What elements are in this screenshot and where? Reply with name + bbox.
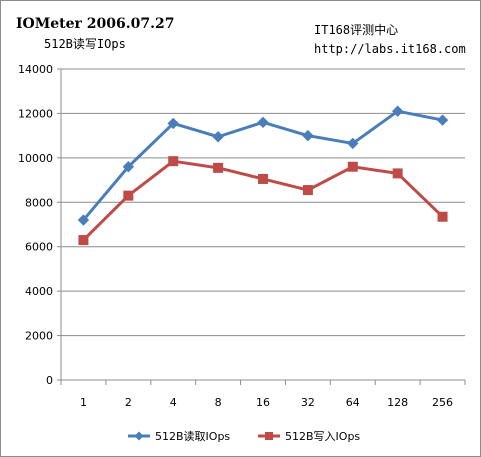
x-tick-label: 8 [215,396,222,409]
data-point [302,129,314,142]
data-point [257,116,269,129]
legend-label: 512B写入IOps [285,430,360,443]
series-line [81,159,445,242]
legend-marker [265,432,273,440]
data-point [77,214,90,226]
data-point [213,162,224,173]
data-point [437,211,448,222]
x-tick-label: 1 [80,396,87,409]
x-tick-labels: 1 2 4 8 16 32 64 128 256 [80,396,453,409]
series-layer [77,105,449,246]
x-tick-label: 16 [256,396,270,409]
x-tick-label: 32 [301,396,315,409]
x-tick-label: 4 [170,396,177,409]
chart-subtitle: 512B读写IOps [44,37,126,51]
y-tick-label: 14000 [18,63,53,76]
x-tick-label: 64 [346,396,360,409]
axes [57,68,466,385]
y-tick-label: 2000 [25,330,53,343]
data-point [347,137,359,150]
x-tick-label: 128 [387,396,408,409]
annotation-url: http://labs.it168.com [314,42,466,56]
annotation-org: IT168评测中心 [314,22,398,37]
legend-marker [134,431,144,441]
x-tick-label: 2 [125,396,132,409]
data-point [347,161,358,172]
data-point [392,168,403,179]
x-tick-label: 256 [432,396,453,409]
y-tick-label: 10000 [18,152,53,165]
data-point [391,105,404,117]
data-point [78,235,89,246]
data-point [168,156,179,167]
data-point [258,173,268,184]
y-tick-label: 12000 [18,107,53,120]
chart-title: IOMeter 2006.07.27 [16,16,174,32]
y-tick-label: 4000 [25,285,53,298]
y-tick-labels: 0 2000 4000 6000 8000 10000 12000 14000 [18,63,53,387]
legend-label: 512B读取IOps [155,429,230,443]
data-point [212,131,224,143]
data-point [167,117,179,130]
y-tick-label: 6000 [25,241,53,254]
legend: 512B读取IOps 512B写入IOps [128,429,360,443]
data-point [302,185,313,196]
y-tick-label: 8000 [25,196,53,209]
data-point [436,114,449,126]
data-point [123,190,134,201]
data-point [122,161,135,173]
y-tick-label: 0 [46,374,53,387]
